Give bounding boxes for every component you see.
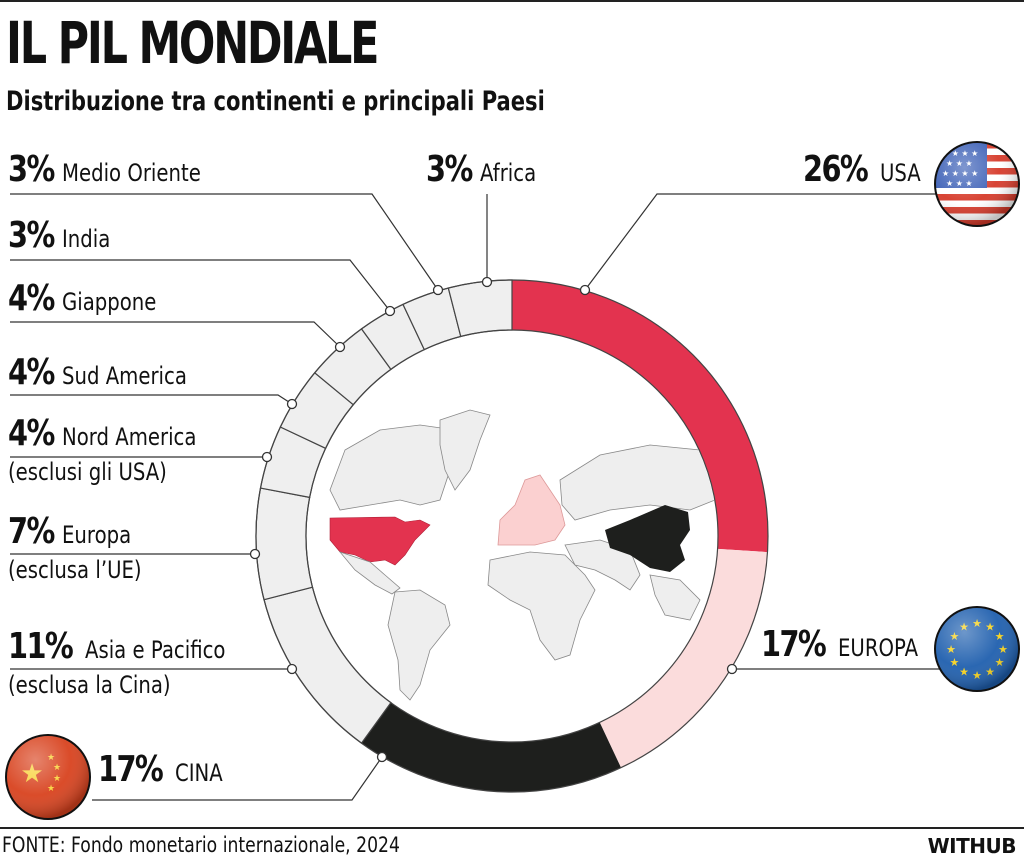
map-se-asia <box>649 574 701 621</box>
usa-flag-icon: ★ ★ ★ ★★ ★ ★ ★ ★ ★ ★★ ★ ★ <box>934 141 1020 227</box>
leader-cina <box>92 756 383 801</box>
leader-giappone <box>10 321 341 348</box>
footer-rule <box>0 827 1024 829</box>
label-sud-america: 4% Sud America <box>8 352 187 393</box>
page-title: IL PIL MONDIALE <box>6 9 380 77</box>
map-mexico <box>338 551 401 595</box>
label-medio-oriente: 3% Medio Oriente <box>8 149 201 190</box>
label-europa-non-ue: 7% Europa (esclusa l’UE) <box>8 511 142 584</box>
leader-usa <box>584 193 1010 291</box>
source-note: FONTE: Fondo monetario internazionale, 2… <box>2 833 400 857</box>
donut-segments <box>255 279 769 793</box>
map-greenland <box>439 409 491 491</box>
map-china <box>605 505 690 572</box>
donut-slice <box>255 487 314 601</box>
china-flag-icon: ★ ★ ★ ★ ★ <box>5 734 91 820</box>
donut-slice <box>599 548 768 768</box>
donut-slice <box>512 280 768 553</box>
donut-slice <box>361 702 621 792</box>
map-africa <box>487 551 596 661</box>
label-giappone: 4% Giappone <box>8 278 156 319</box>
top-rule <box>0 0 1024 2</box>
leader-lines <box>10 193 1010 801</box>
world-map <box>329 409 717 701</box>
donut-slice <box>263 586 392 744</box>
leader-sud-america <box>10 394 293 405</box>
label-africa: 3% Africa <box>426 149 536 190</box>
label-asia-pacifico: 11% Asia e Pacifico (esclusa la Cina) <box>8 626 226 699</box>
leader-india <box>10 259 391 312</box>
leader-dots <box>249 276 738 763</box>
label-cina: 17% CINA <box>98 749 223 790</box>
eu-flag-icon: ★★★★★★★★★★★★ <box>934 606 1020 692</box>
map-russia <box>559 444 717 521</box>
brand-logo: WITHUB <box>927 834 1017 858</box>
map-europe <box>497 474 566 546</box>
page-subtitle: Distribuzione tra continenti e principal… <box>6 86 545 117</box>
label-usa: 26% USA <box>803 149 921 190</box>
label-nord-america: 4% Nord America (esclusi gli USA) <box>8 413 197 486</box>
label-europa: 17% EUROPA <box>761 624 918 665</box>
leader-medio-oriente <box>10 193 439 291</box>
label-india: 3% India <box>8 215 110 256</box>
map-canada <box>329 424 471 511</box>
map-south-america <box>387 589 451 701</box>
